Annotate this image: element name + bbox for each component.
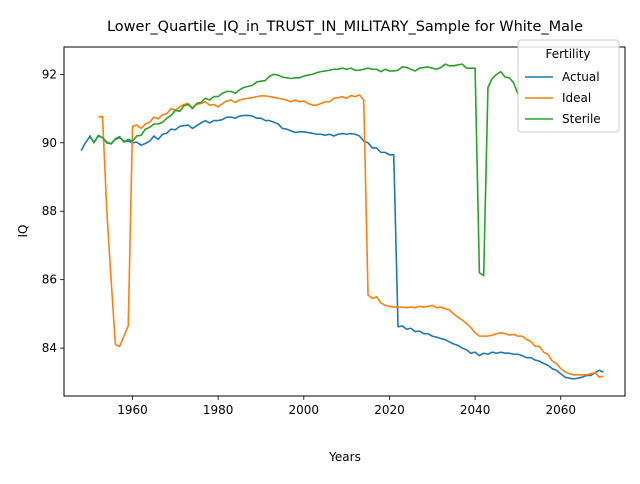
- x-tick-label: 2060: [545, 403, 576, 417]
- y-axis-ticks: 84 86 88 90 92: [42, 67, 64, 355]
- legend-title: Fertility: [545, 47, 590, 61]
- legend-label-ideal: Ideal: [562, 91, 591, 105]
- y-tick-label: 84: [42, 341, 57, 355]
- legend-label-actual: Actual: [562, 70, 600, 84]
- series-line-actual: [80, 114, 604, 380]
- legend-box: [517, 39, 620, 133]
- x-tick-label: 1980: [203, 403, 234, 417]
- series-line-ideal: [98, 94, 604, 378]
- y-tick-label: 86: [42, 273, 57, 287]
- y-tick-label: 88: [42, 204, 57, 218]
- series-line-sterile: [88, 63, 519, 277]
- x-tick-label: 2020: [374, 403, 405, 417]
- y-tick-label: 92: [42, 67, 57, 81]
- series-layer: [80, 63, 604, 380]
- x-tick-label: 2000: [289, 403, 320, 417]
- x-axis-ticks: 1960 1980 2000 2020 2040 2060: [117, 396, 576, 417]
- axes-frame: [63, 46, 626, 397]
- legend-items: Actual Ideal Sterile: [525, 70, 601, 126]
- x-tick-label: 1960: [117, 403, 148, 417]
- plot-area: 1960 1980 2000 2020 2040 2060 84 86 88 90 92: [42, 46, 626, 417]
- x-tick-label: 2040: [460, 403, 491, 417]
- legend-label-sterile: Sterile: [562, 112, 601, 126]
- y-tick-label: 90: [42, 136, 57, 150]
- legend: Fertility Actual Ideal Sterile: [517, 39, 620, 133]
- y-axis-label: IQ: [16, 225, 30, 238]
- x-axis-label: Years: [328, 450, 361, 464]
- chart-title: Lower_Quartile_IQ_in_TRUST_IN_MILITARY_S…: [107, 19, 583, 35]
